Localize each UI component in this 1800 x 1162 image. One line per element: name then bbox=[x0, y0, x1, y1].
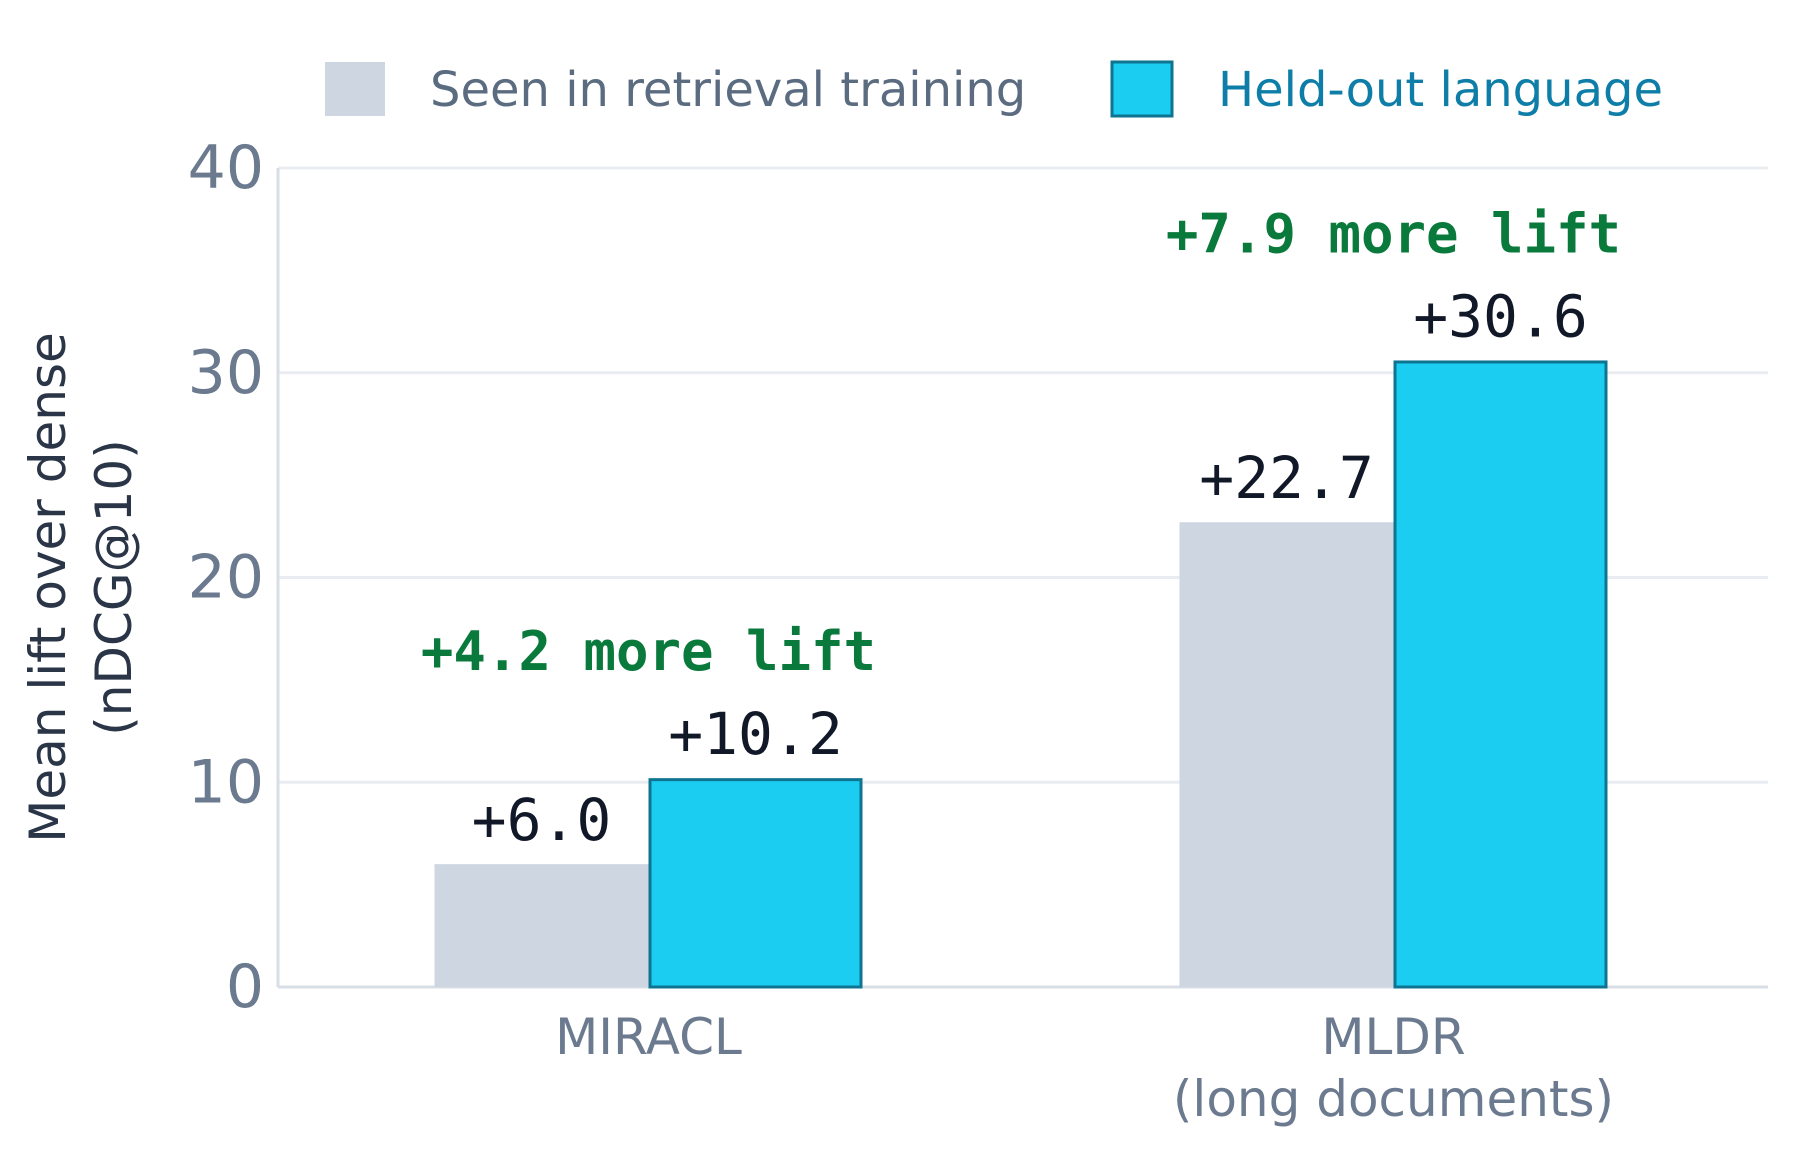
bar bbox=[434, 864, 649, 987]
bar bbox=[648, 778, 863, 989]
legend-swatch bbox=[325, 62, 385, 116]
y-axis-label-line: (nDCG@10) bbox=[85, 439, 143, 735]
x-tick-label-line: (long documents) bbox=[1173, 1070, 1614, 1128]
data-label: +22.7 bbox=[1199, 444, 1374, 512]
bars bbox=[434, 360, 1608, 989]
bar bbox=[1179, 522, 1394, 987]
legend-swatch bbox=[1110, 60, 1174, 118]
x-tick-label: MLDR (long documents) bbox=[1173, 1008, 1614, 1128]
legend: Seen in retrieval training Held-out langu… bbox=[325, 60, 1663, 118]
labels: 0 10 20 30 40 +6.0 +10.2 +4.2 more lift MIRACL +2… bbox=[19, 133, 1621, 1128]
y-tick-label: 10 bbox=[188, 747, 264, 817]
data-label: +30.6 bbox=[1413, 282, 1588, 350]
y-tick-label: 40 bbox=[188, 133, 264, 203]
data-label: +10.2 bbox=[668, 700, 843, 768]
data-label: +6.0 bbox=[472, 786, 612, 854]
y-tick-label: 20 bbox=[188, 543, 264, 613]
legend-label: Held-out language bbox=[1218, 62, 1663, 118]
legend-label: Seen in retrieval training bbox=[430, 62, 1026, 118]
x-tick-label: MIRACL bbox=[555, 1008, 742, 1066]
bar bbox=[1393, 360, 1608, 989]
x-tick-label-line: MLDR bbox=[1321, 1008, 1465, 1066]
annotation-label: +4.2 more lift bbox=[421, 620, 876, 683]
y-tick-label: 0 bbox=[226, 952, 264, 1022]
y-axis-label-line: Mean lift over dense bbox=[19, 332, 77, 843]
y-tick-label: 30 bbox=[188, 338, 264, 408]
y-axis-label: Mean lift over dense (nDCG@10) bbox=[19, 332, 143, 843]
annotation-label: +7.9 more lift bbox=[1166, 202, 1621, 265]
x-tick-label-line: MIRACL bbox=[555, 1008, 742, 1066]
